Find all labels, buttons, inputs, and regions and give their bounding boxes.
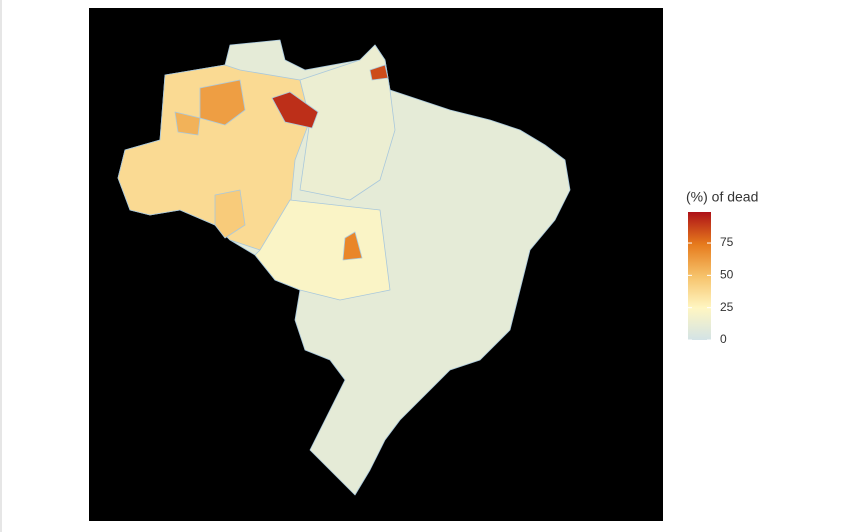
legend-title: (%) of dead	[686, 189, 758, 205]
tick-label: 25	[720, 300, 734, 314]
tick-label: 50	[720, 268, 734, 282]
region	[199, 79, 246, 126]
tick-label: 0	[720, 332, 727, 346]
region	[117, 64, 311, 251]
region	[271, 91, 319, 129]
region	[342, 231, 363, 261]
region	[214, 189, 246, 239]
region	[254, 199, 391, 301]
tick-label: 75	[720, 235, 734, 249]
region	[299, 44, 396, 201]
region	[174, 111, 201, 136]
legend-ticks: 0 25 50 75	[688, 235, 734, 346]
region	[369, 64, 389, 81]
colorbar	[688, 212, 711, 340]
map	[117, 39, 571, 496]
